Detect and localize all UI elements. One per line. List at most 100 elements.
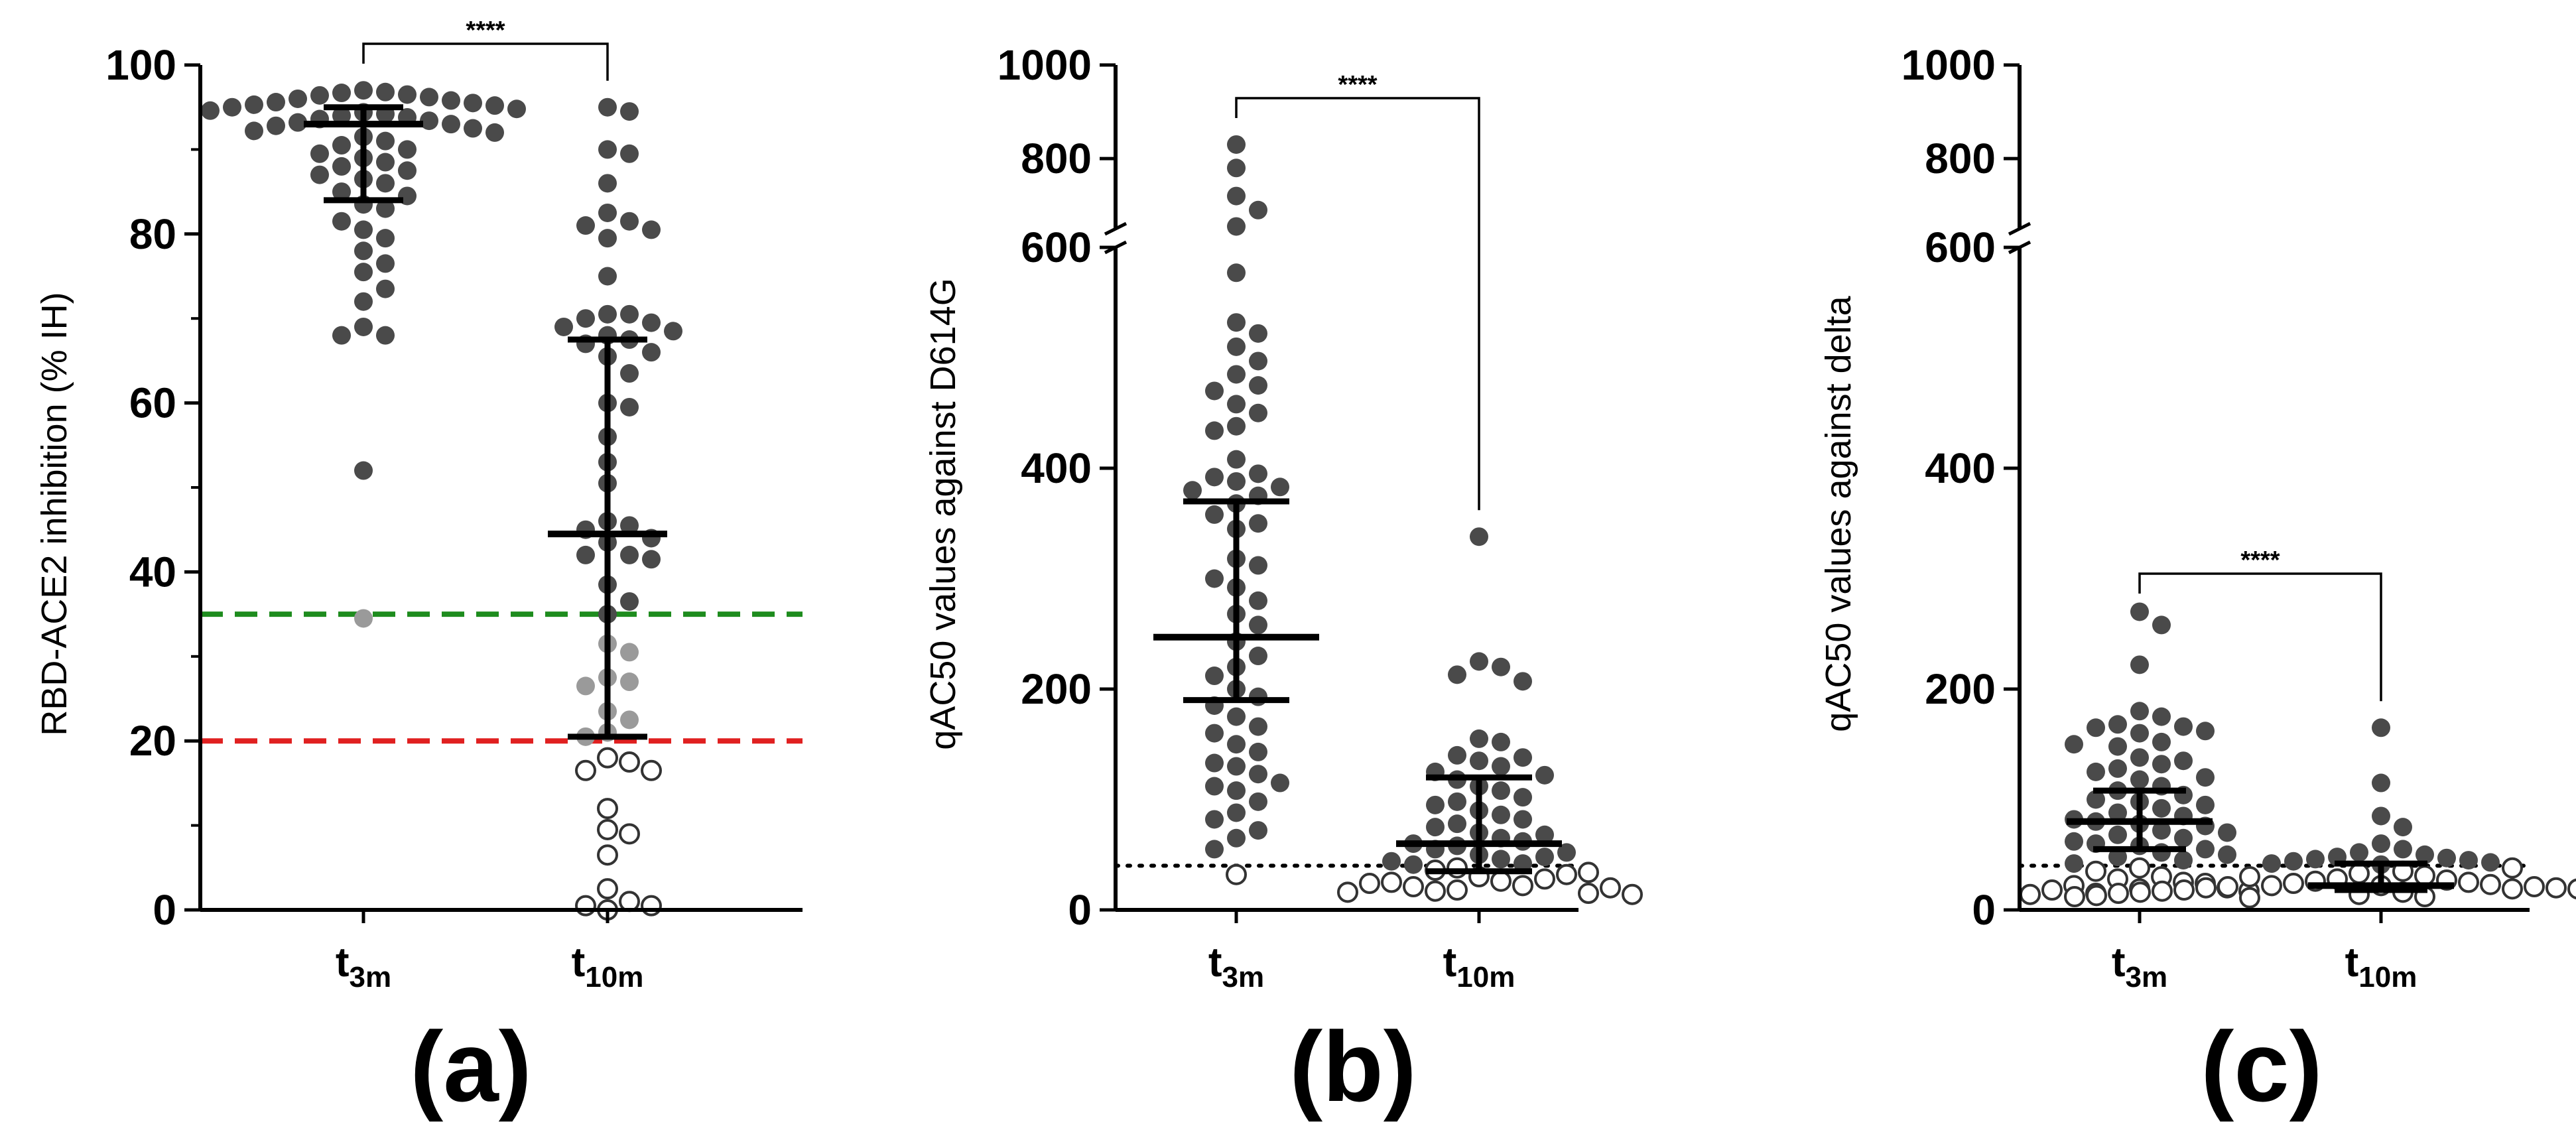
data-point-open [1490,870,1512,892]
data-point [376,326,395,345]
data-point [2065,854,2083,873]
data-point [1492,781,1510,800]
panel-label: (a) [410,1011,531,1122]
data-point [310,144,329,163]
data-point [464,94,482,113]
data-point [1227,450,1246,469]
data-point-open [1578,883,1599,905]
data-point-open [2480,873,2501,895]
data-point-open [2458,871,2479,893]
data-point-open [2261,875,2282,897]
data-point [2152,755,2171,774]
data-point-open [2064,886,2085,908]
data-point [1470,527,1488,546]
data-point [267,116,285,135]
data-point [2152,615,2171,635]
data-point [1448,814,1466,834]
data-point-open [1534,868,1555,890]
data-point [1205,569,1224,588]
data-point [1249,765,1267,784]
data-point [620,304,639,324]
data-point [2152,732,2171,751]
data-point [1249,556,1267,575]
data-point [245,121,263,141]
data-point-open [1337,881,1358,903]
data-point [1227,217,1246,236]
data-point [2130,724,2149,743]
y-tick-label: 400 [1021,444,1092,492]
data-point [1470,652,1488,671]
data-point [1227,313,1246,332]
data-point [2108,759,2127,778]
data-point [1492,850,1510,869]
panel-b: t3m t10m **** 0 200 400 600 800 1000 qAC50 values… [923,41,1643,1122]
data-point [332,326,351,345]
y-axis-title: qAC50 values against D614G [923,278,963,749]
data-point [464,119,482,138]
data-point [620,144,639,163]
data-point [2174,717,2193,736]
data-point [1227,159,1246,178]
data-point [2262,854,2281,873]
data-point [620,592,639,611]
data-point [620,672,639,692]
data-point [310,86,329,105]
data-point-open [2545,877,2567,899]
data-point [620,710,639,730]
axis-break-mark [1104,222,1127,236]
y-tick-label: 1000 [998,41,1092,89]
data-point [620,643,639,662]
data-point [1249,742,1267,761]
axis-break-mark [2008,222,2031,236]
data-point-open [597,747,618,769]
data-point [598,203,617,222]
data-point [2437,848,2456,867]
data-point [1227,416,1246,436]
data-point [620,516,639,535]
x-tick-label: t3m [336,940,391,993]
y-tick-label: 0 [153,886,176,934]
data-point [2394,840,2412,859]
data-point [1205,505,1224,524]
data-point-open [1512,875,1533,897]
data-point [1205,724,1224,743]
data-point [1183,481,1202,500]
x-tick-label: t3m [1208,940,1264,993]
data-point [376,279,395,298]
data-point-open [2086,885,2107,907]
data-point [332,106,351,125]
data-point [1535,765,1554,785]
data-point [576,545,595,564]
data-point [2196,722,2215,741]
data-point [289,113,307,132]
data-point [332,212,351,231]
data-point-open [2195,877,2217,899]
data-point [332,136,351,155]
data-point [1249,687,1267,706]
data-point [376,82,395,101]
data-point [1426,795,1445,814]
data-point [1513,854,1532,873]
data-point [620,364,639,383]
data-point-open [2041,879,2063,901]
data-point [620,102,639,121]
data-point [1557,843,1576,862]
data-point [1448,792,1466,811]
data-point [354,263,373,282]
data-point-open [1447,857,1468,879]
data-point-open [597,878,618,900]
data-point [310,165,329,184]
data-point [1249,647,1267,666]
data-point-open [1578,861,1599,883]
data-point [1249,717,1267,736]
data-point [1227,707,1246,726]
data-point [1426,818,1445,837]
data-point [1513,672,1532,691]
data-point-open [2414,865,2435,887]
data-point-open [2085,860,2106,882]
data-point [1227,757,1246,776]
data-point-open [1447,879,1468,901]
data-point [1249,821,1267,840]
data-point [576,309,595,328]
